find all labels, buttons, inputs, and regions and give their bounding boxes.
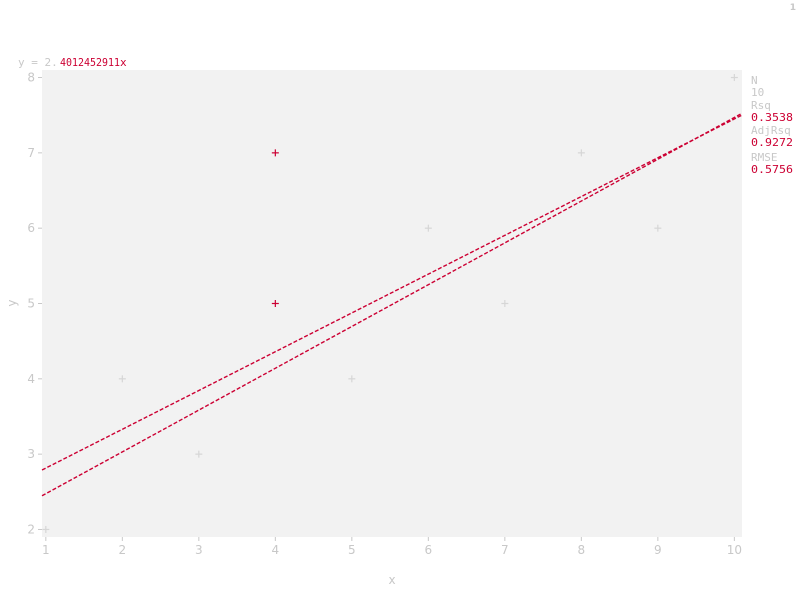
data-point-11 [730, 74, 738, 82]
fit-line-1 [41, 114, 743, 471]
stat-adjrsq-label: AdjRsq [751, 124, 791, 137]
data-point-9 [577, 149, 585, 157]
stats-panel: N 10 Rsq 0.3538 AdjRsq 0.9272 RMSE 0.575… [751, 74, 793, 176]
stat-rsq-label: Rsq [751, 99, 771, 112]
y-tick-label-6: 6 [27, 221, 35, 235]
data-point-3 [195, 450, 203, 458]
data-point-2 [118, 375, 126, 383]
data-point-8 [501, 300, 509, 307]
stat-rmse-label: RMSE [751, 151, 778, 164]
data-point-5 [271, 300, 279, 307]
y-tick-label-8: 8 [27, 71, 35, 85]
data-point-6 [348, 375, 356, 383]
y-axis-title: y [5, 299, 19, 306]
x-axis-title: x [388, 573, 395, 587]
y-tick-label-3: 3 [27, 447, 35, 461]
equation-suffix: x [120, 56, 127, 69]
data-point-4 [271, 149, 279, 157]
y-tick-label-7: 7 [27, 146, 35, 160]
fit-lines-layer [41, 112, 743, 497]
x-tick-label-3: 3 [195, 543, 203, 557]
x-tick-label-10: 10 [727, 543, 742, 557]
plot-area [42, 70, 742, 537]
equation-overlap: 4012452911 [60, 56, 120, 69]
y-tick-label-5: 5 [27, 297, 35, 311]
points-layer [42, 74, 738, 533]
y-tick-label-4: 4 [27, 372, 35, 386]
page-number: 1 [790, 3, 796, 13]
x-tick-label-7: 7 [501, 543, 509, 557]
stat-rsq-value: 0.3538 [751, 111, 793, 124]
x-tick-label-5: 5 [348, 543, 356, 557]
x-tick-label-8: 8 [578, 543, 586, 557]
stat-rmse-value: 0.5756 [751, 163, 793, 176]
x-tick-label-6: 6 [425, 543, 433, 557]
stat-n-value: 10 [751, 86, 764, 99]
x-tick-label-9: 9 [654, 543, 662, 557]
fit-line-2 [41, 112, 743, 497]
data-point-10 [654, 224, 662, 232]
x-tick-label-2: 2 [119, 543, 127, 557]
data-point-7 [424, 224, 432, 232]
y-tick-label-2: 2 [27, 522, 35, 536]
x-tick-label-1: 1 [42, 543, 50, 557]
data-point-1 [42, 525, 50, 533]
stat-n-label: N [751, 74, 758, 87]
equation-prefix: y = 2. [18, 56, 58, 69]
stat-adjrsq-value: 0.9272 [751, 136, 793, 149]
x-tick-label-4: 4 [272, 543, 280, 557]
